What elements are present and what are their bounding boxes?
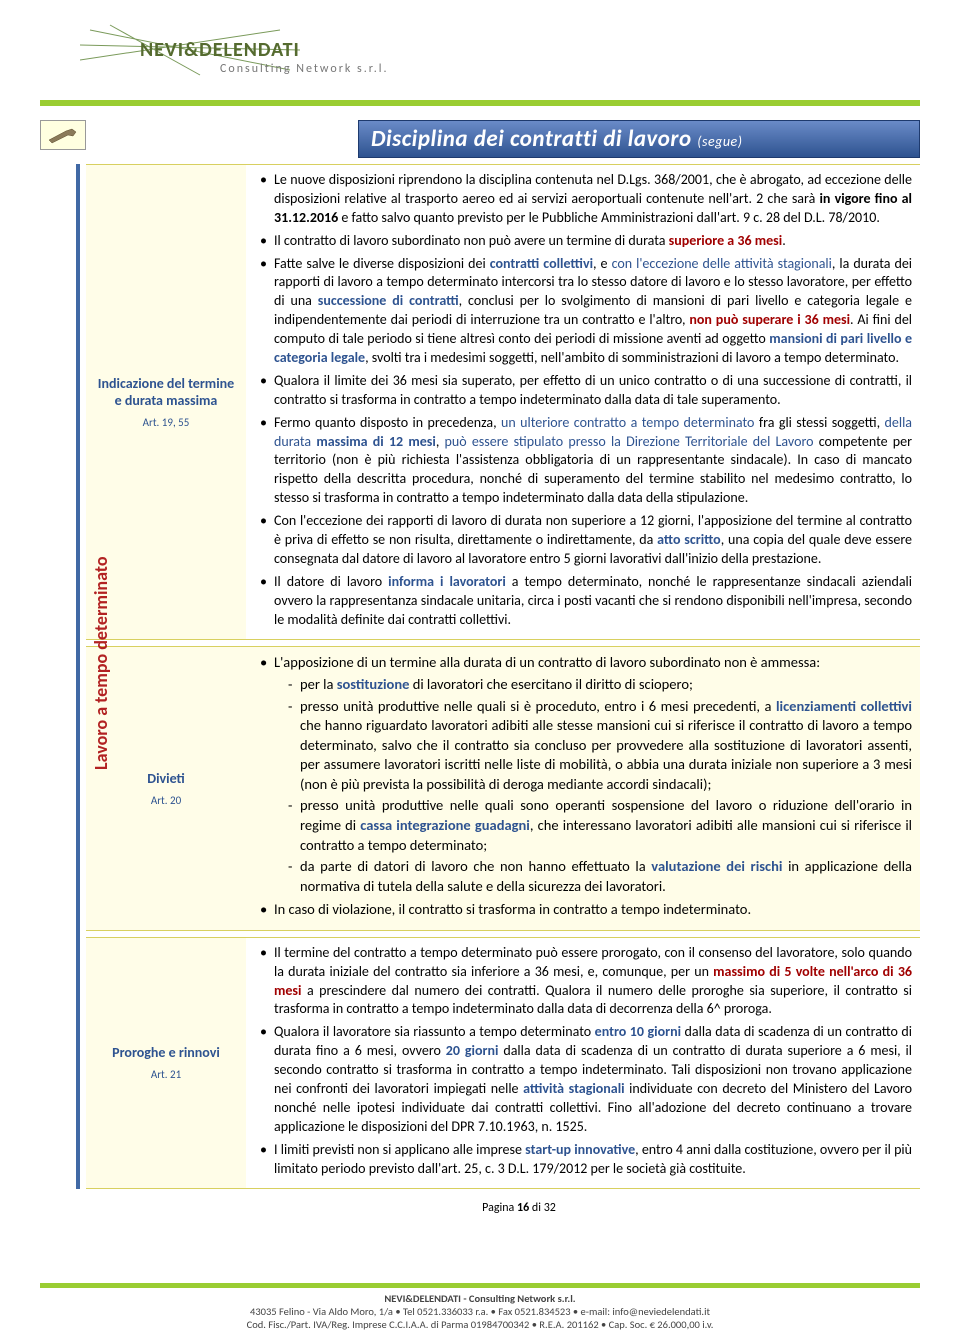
bullet-item: Qualora il limite dei 36 mesi sia supera… bbox=[260, 372, 912, 410]
page: NEVI&DELENDATI Consulting Network s.r.l.… bbox=[0, 0, 960, 1341]
bullet-item: Il termine del contratto a tempo determi… bbox=[260, 944, 912, 1020]
bullet-item: Con l'eccezione dei rapporti di lavoro d… bbox=[260, 512, 912, 569]
bullet-item: Fatte salve le diverse disposizioni dei … bbox=[260, 255, 912, 368]
bullet-list: L'apposizione di un termine alla durata … bbox=[260, 653, 912, 919]
dash-list: per la sostituzione di lavoratori che es… bbox=[274, 675, 912, 896]
logo-tagline: Consulting Network s.r.l. bbox=[220, 62, 389, 76]
bullet-item: I limiti previsti non si applicano alle … bbox=[260, 1141, 912, 1179]
page-of: di bbox=[532, 1201, 541, 1215]
page-total: 32 bbox=[544, 1201, 556, 1215]
footer-line-2: 43035 Felino - Via Aldo Moro, 1/a • Tel … bbox=[40, 1305, 920, 1318]
wrench-icon-box bbox=[40, 120, 86, 150]
bullet-item: Le nuove disposizioni riprendono la disc… bbox=[260, 171, 912, 228]
section-content: Le nuove disposizioni riprendono la disc… bbox=[246, 164, 920, 640]
section-label-title: Divieti bbox=[147, 771, 184, 788]
bullet-item: Il datore di lavoro informa i lavoratori… bbox=[260, 573, 912, 630]
footer-line-3: Cod. Fisc./Part. IVA/Reg. Imprese C.C.I.… bbox=[40, 1318, 920, 1331]
content-row: Lavoro a tempo determinato Disciplina de… bbox=[40, 120, 920, 1215]
logo-name: NEVI&DELENDATI bbox=[140, 38, 300, 62]
title-suffix: (segue) bbox=[697, 133, 742, 150]
section-content: L'apposizione di un termine alla durata … bbox=[246, 646, 920, 930]
page-current: 16 bbox=[517, 1201, 529, 1215]
dash-item: presso unità produttive nelle quali sono… bbox=[288, 796, 912, 855]
section-proroghe: Proroghe e rinnovi Art. 21 Il termine de… bbox=[86, 937, 920, 1190]
footer-line-1: NEVI&DELENDATI - Consulting Network s.r.… bbox=[40, 1292, 920, 1305]
section-label-art: Art. 19, 55 bbox=[143, 416, 190, 429]
section-label-art: Art. 21 bbox=[151, 1068, 181, 1081]
section-indicazione: Indicazione del termine e durata massima… bbox=[86, 164, 920, 640]
wrench-icon bbox=[46, 126, 80, 144]
page-number: Pagina 16 di 32 bbox=[118, 1201, 920, 1215]
dash-item: presso unità produttive nelle quali si è… bbox=[288, 697, 912, 795]
bullet-item: In caso di violazione, il contratto si t… bbox=[260, 900, 912, 920]
dash-item: da parte di datori di lavoro che non han… bbox=[288, 857, 912, 896]
bullet-item: L'apposizione di un termine alla durata … bbox=[260, 653, 912, 896]
vertical-label-column: Lavoro a tempo determinato bbox=[90, 120, 118, 1215]
dash-item: per la sostituzione di lavoratori che es… bbox=[288, 675, 912, 695]
green-divider bbox=[40, 100, 920, 106]
bullet-list: Le nuove disposizioni riprendono la disc… bbox=[260, 171, 912, 629]
bullet-item: Fermo quanto disposto in precedenza, un … bbox=[260, 414, 912, 508]
footer: NEVI&DELENDATI - Consulting Network s.r.… bbox=[40, 1283, 920, 1331]
section-label-art: Art. 20 bbox=[151, 794, 181, 807]
sections-container: Indicazione del termine e durata massima… bbox=[76, 164, 920, 1189]
title-bar: Disciplina dei contratti di lavoro (segu… bbox=[358, 120, 920, 158]
header-logo: NEVI&DELENDATI Consulting Network s.r.l. bbox=[40, 20, 920, 90]
section-divieti: Divieti Art. 20 L'apposizione di un term… bbox=[86, 646, 920, 930]
bullet-list: Il termine del contratto a tempo determi… bbox=[260, 944, 912, 1179]
bullet-item: Qualora il lavoratore sia riassunto a te… bbox=[260, 1023, 912, 1136]
main-column: Disciplina dei contratti di lavoro (segu… bbox=[118, 120, 920, 1215]
section-label-title: Proroghe e rinnovi bbox=[112, 1045, 220, 1062]
bullet-item: Il contratto di lavoro subordinato non p… bbox=[260, 232, 912, 251]
vertical-label: Lavoro a tempo determinato bbox=[90, 556, 112, 770]
section-content: Il termine del contratto a tempo determi… bbox=[246, 937, 920, 1190]
page-label: Pagina bbox=[482, 1201, 514, 1215]
title-main: Disciplina dei contratti di lavoro bbox=[371, 125, 692, 153]
